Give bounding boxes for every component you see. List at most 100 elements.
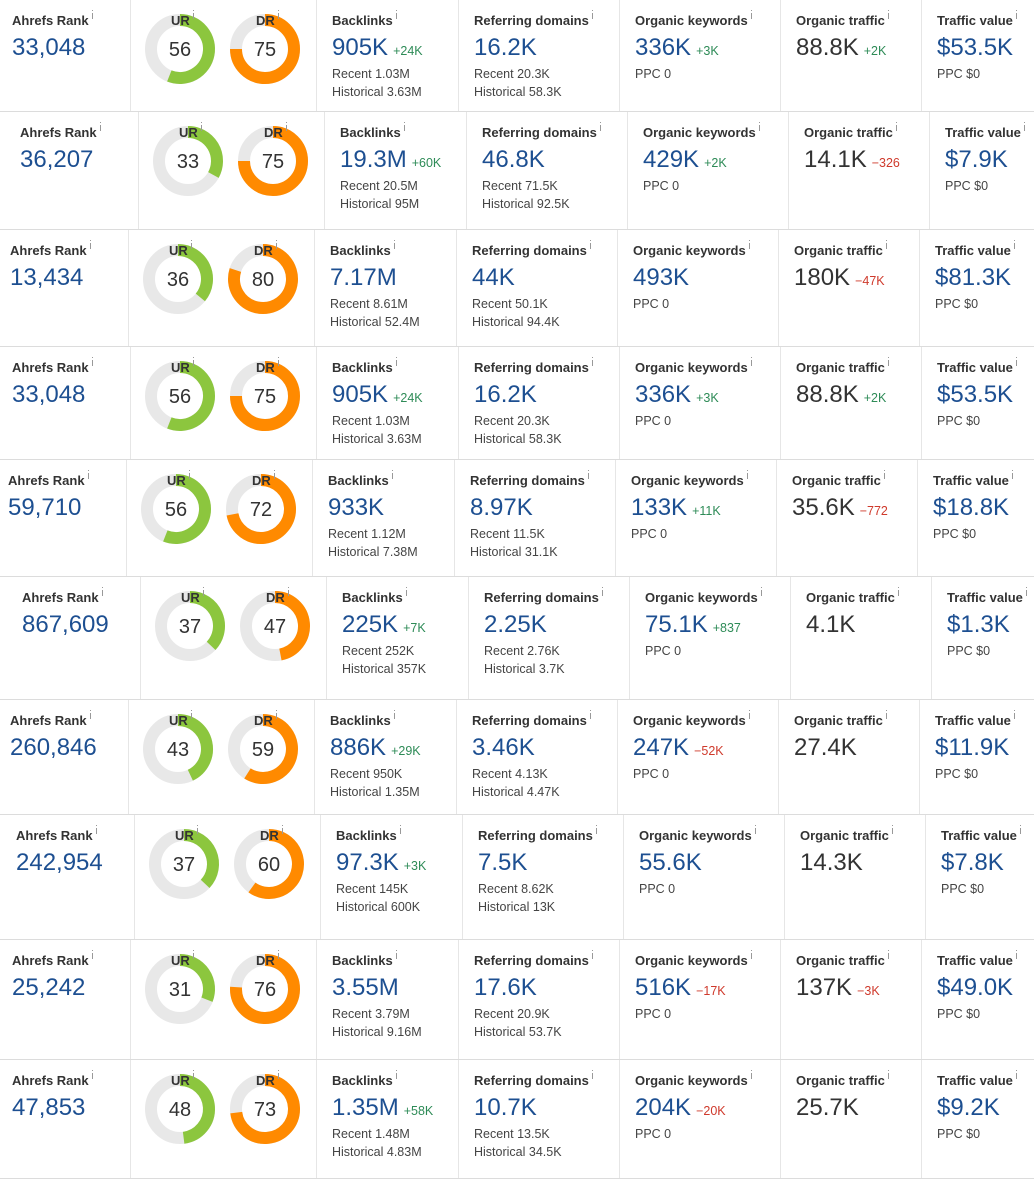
backlinks-recent: Recent 1.03M [332,67,410,81]
column-separator [458,347,459,459]
dr-value: 47 [264,616,286,638]
backlinks-historical: Historical 9.16M [332,1025,422,1039]
info-icon [91,1070,93,1079]
referring_domains-value-text: 17.6K [474,974,537,1001]
rank-label-text: Ahrefs Rank [10,713,87,728]
backlinks-historical: Historical 95M [340,197,419,211]
referring_domains-label: Referring domains [478,825,597,843]
rank-value: 13,434 [10,264,83,292]
referring_domains-recent-text: Recent 71.5K [482,179,558,193]
referring_domains-recent: Recent 2.76K [484,644,560,658]
referring_domains-historical-text: Historical 3.7K [484,662,565,676]
dr-value: 59 [252,739,274,761]
traffic_value-label: Traffic value [935,240,1015,258]
rank-label: Ahrefs Rank [10,710,91,728]
backlinks-value-text: 97.3K [336,849,399,876]
dr-label-text: DR [254,713,273,728]
organic_keywords-value: 429K +2K [643,146,727,174]
referring_domains-label-text: Referring domains [470,473,585,488]
referring_domains-historical-text: Historical 34.5K [474,1145,562,1159]
referring_domains-recent: Recent 50.1K [472,297,548,311]
organic_keywords-ppc-text: PPC 0 [643,179,680,193]
organic_traffic-value-text: 35.6K [792,494,855,521]
referring_domains-label: Referring domains [482,122,601,140]
organic_keywords-label: Organic keywords [633,710,750,728]
rank-label: Ahrefs Rank [10,240,91,258]
column-separator [456,230,457,346]
referring_domains-value-text: 2.25K [484,611,547,638]
metrics-row: Ahrefs Rank 47,853 48 73 UR DR Backlinks 1.35M +… [0,1060,1034,1179]
ur-value: 43 [167,739,189,761]
ur-value: 48 [169,1099,191,1121]
backlinks-value-text: 1.35M [332,1094,399,1121]
organic_traffic-label: Organic traffic [804,122,897,140]
organic_keywords-label-text: Organic keywords [633,243,746,258]
organic_traffic-value-text: 14.3K [800,849,863,876]
dr-gauge-arc [230,14,300,84]
organic_keywords-value-text: 247K [633,734,690,761]
dr-label: DR [256,10,279,28]
organic_keywords-value-text: 133K [631,494,688,521]
organic_traffic-delta: +2K [863,391,887,405]
organic_traffic-label: Organic traffic [796,357,889,375]
ur-label-text: UR [181,590,200,605]
backlinks-historical: Historical 357K [342,662,426,676]
column-separator [619,940,620,1059]
traffic_value-value: $81.3K [935,264,1011,292]
referring_domains-recent: Recent 71.5K [482,179,558,193]
column-separator [615,460,616,576]
traffic_value-label-text: Traffic value [947,590,1023,605]
column-separator [617,700,618,814]
backlinks-label: Backlinks [342,587,407,605]
rank-label-text: Ahrefs Rank [10,243,87,258]
backlinks-historical: Historical 1.35M [330,785,420,799]
referring_domains-recent: Recent 20.9K [474,1007,550,1021]
traffic_value-label-text: Traffic value [941,828,1017,843]
organic_keywords-ppc: PPC 0 [639,882,675,896]
rank-value-text: 33,048 [12,34,86,61]
column-separator [466,112,467,229]
organic_traffic-delta: −3K [857,984,880,998]
info-icon [192,357,194,366]
ur-label-text: UR [171,953,190,968]
dr-gauge-arc [230,361,300,431]
gauges: 31 76 [145,954,300,1024]
ur-label-text: UR [179,125,198,140]
backlinks-historical-text: Historical 7.38M [328,545,418,559]
column-separator [314,700,315,814]
backlinks-recent: Recent 1.12M [328,527,406,541]
rank-label: Ahrefs Rank [12,10,93,28]
info-icon [591,950,593,959]
backlinks-historical-text: Historical 1.35M [330,785,420,799]
referring_domains-label-text: Referring domains [474,360,589,375]
ur-label: UR [171,10,194,28]
info-icon [277,357,279,366]
info-icon [750,950,752,959]
backlinks-label-text: Backlinks [340,125,401,140]
info-icon [750,357,752,366]
ur-label-text: UR [171,1073,190,1088]
backlinks-label-text: Backlinks [330,243,391,258]
rank-value: 867,609 [22,611,109,639]
referring_domains-historical-text: Historical 92.5K [482,197,570,211]
ur-label: UR [169,240,192,258]
referring_domains-label-text: Referring domains [474,1073,589,1088]
organic_traffic-value-text: 180K [794,264,851,291]
traffic_value-value: $18.8K [933,494,1009,522]
referring_domains-historical-text: Historical 58.3K [474,432,562,446]
backlinks-delta: +58K [403,1104,434,1118]
rank-label-text: Ahrefs Rank [12,1073,89,1088]
backlinks-value-text: 19.3M [340,146,407,173]
info-icon [1025,587,1027,596]
organic_keywords-value: 133K +11K [631,494,721,522]
referring_domains-value: 46.8K [482,146,545,174]
info-icon [1011,470,1013,479]
dr-label: DR [266,587,289,605]
info-icon [1015,1070,1017,1079]
column-separator [619,0,620,111]
referring_domains-historical-text: Historical 53.7K [474,1025,562,1039]
backlinks-value: 905K +24K [332,34,423,62]
traffic_value-label: Traffic value [937,10,1017,28]
traffic_value-ppc-text: PPC $0 [937,1127,981,1141]
organic_keywords-label-text: Organic keywords [635,13,748,28]
